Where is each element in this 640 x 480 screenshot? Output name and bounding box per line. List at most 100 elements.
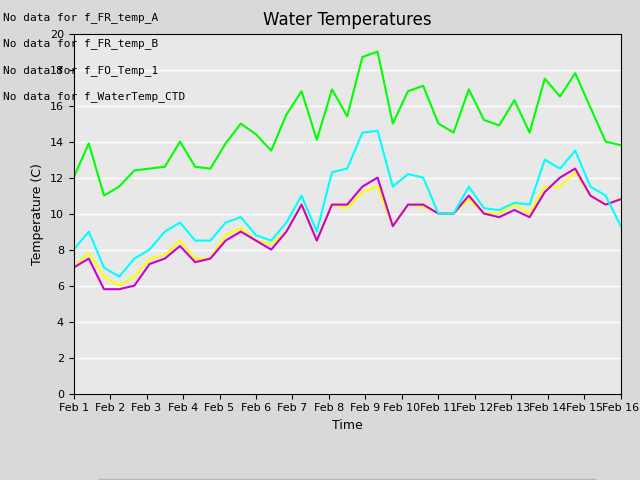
WaterT [480, 211, 488, 216]
WaterT [358, 189, 366, 195]
MDTemp_A [70, 247, 77, 252]
MDTemp_A [480, 205, 488, 211]
FR_temp_C [100, 192, 108, 199]
WaterT [602, 202, 609, 207]
CondTemp [85, 256, 93, 262]
CondTemp [541, 189, 548, 195]
WaterT [115, 283, 123, 288]
CondTemp [176, 243, 184, 249]
MDTemp_A [252, 232, 260, 238]
FR_temp_C [556, 94, 564, 99]
Line: CondTemp: CondTemp [74, 168, 621, 289]
Legend: FR_temp_C, WaterT, CondTemp, MDTemp_A: FR_temp_C, WaterT, CondTemp, MDTemp_A [98, 479, 596, 480]
FR_temp_C [131, 168, 138, 173]
MDTemp_A [435, 211, 442, 216]
WaterT [343, 205, 351, 211]
WaterT [176, 238, 184, 243]
FR_temp_C [343, 113, 351, 119]
MDTemp_A [100, 264, 108, 270]
MDTemp_A [161, 228, 169, 234]
WaterT [419, 204, 427, 209]
FR_temp_C [617, 142, 625, 148]
MDTemp_A [511, 200, 518, 205]
FR_temp_C [465, 86, 472, 92]
FR_temp_C [252, 132, 260, 137]
WaterT [237, 225, 244, 231]
FR_temp_C [511, 97, 518, 103]
MDTemp_A [617, 223, 625, 229]
WaterT [511, 202, 518, 207]
CondTemp [617, 196, 625, 202]
MDTemp_A [283, 220, 291, 226]
WaterT [298, 202, 305, 207]
CondTemp [146, 261, 154, 267]
WaterT [268, 241, 275, 247]
CondTemp [343, 202, 351, 207]
WaterT [283, 228, 291, 234]
WaterT [572, 169, 579, 175]
WaterT [313, 238, 321, 243]
FR_temp_C [541, 76, 548, 82]
CondTemp [586, 192, 594, 199]
FR_temp_C [146, 166, 154, 171]
CondTemp [480, 211, 488, 216]
CondTemp [358, 184, 366, 190]
MDTemp_A [419, 175, 427, 180]
MDTemp_A [541, 156, 548, 162]
FR_temp_C [602, 139, 609, 144]
CondTemp [207, 256, 214, 262]
MDTemp_A [115, 274, 123, 279]
MDTemp_A [268, 238, 275, 243]
MDTemp_A [313, 228, 321, 234]
FR_temp_C [389, 120, 397, 126]
Text: No data for f_WaterTemp_CTD: No data for f_WaterTemp_CTD [3, 91, 186, 102]
CondTemp [313, 238, 321, 243]
FR_temp_C [161, 164, 169, 170]
MDTemp_A [328, 169, 336, 175]
Y-axis label: Temperature (C): Temperature (C) [31, 163, 44, 264]
CondTemp [419, 202, 427, 207]
CondTemp [450, 211, 458, 216]
FR_temp_C [115, 184, 123, 190]
CondTemp [389, 223, 397, 229]
Line: MDTemp_A: MDTemp_A [74, 131, 621, 276]
FR_temp_C [450, 130, 458, 135]
WaterT [191, 256, 199, 262]
MDTemp_A [298, 192, 305, 199]
FR_temp_C [283, 112, 291, 118]
FR_temp_C [70, 175, 77, 180]
Text: No data for f_FR_temp_A: No data for f_FR_temp_A [3, 12, 159, 23]
FR_temp_C [85, 141, 93, 146]
CondTemp [404, 202, 412, 207]
CondTemp [131, 283, 138, 288]
Text: No data for f_FR_temp_B: No data for f_FR_temp_B [3, 38, 159, 49]
Text: No data for f_FO_Temp_1: No data for f_FO_Temp_1 [3, 65, 159, 76]
CondTemp [115, 286, 123, 292]
WaterT [85, 251, 93, 256]
WaterT [389, 223, 397, 229]
CondTemp [435, 211, 442, 216]
FR_temp_C [328, 86, 336, 92]
FR_temp_C [207, 166, 214, 171]
FR_temp_C [222, 141, 230, 146]
FR_temp_C [404, 88, 412, 94]
MDTemp_A [146, 247, 154, 252]
CondTemp [525, 214, 533, 220]
MDTemp_A [358, 130, 366, 135]
MDTemp_A [602, 192, 609, 199]
Line: WaterT: WaterT [74, 172, 621, 286]
Title: Water Temperatures: Water Temperatures [263, 11, 431, 29]
MDTemp_A [191, 238, 199, 243]
CondTemp [237, 228, 244, 234]
WaterT [207, 256, 214, 262]
WaterT [450, 211, 458, 216]
CondTemp [161, 256, 169, 262]
CondTemp [465, 192, 472, 199]
WaterT [161, 252, 169, 258]
MDTemp_A [572, 148, 579, 154]
MDTemp_A [465, 184, 472, 190]
FR_temp_C [572, 70, 579, 76]
CondTemp [556, 175, 564, 180]
Line: FR_temp_C: FR_temp_C [74, 51, 621, 196]
MDTemp_A [222, 220, 230, 226]
